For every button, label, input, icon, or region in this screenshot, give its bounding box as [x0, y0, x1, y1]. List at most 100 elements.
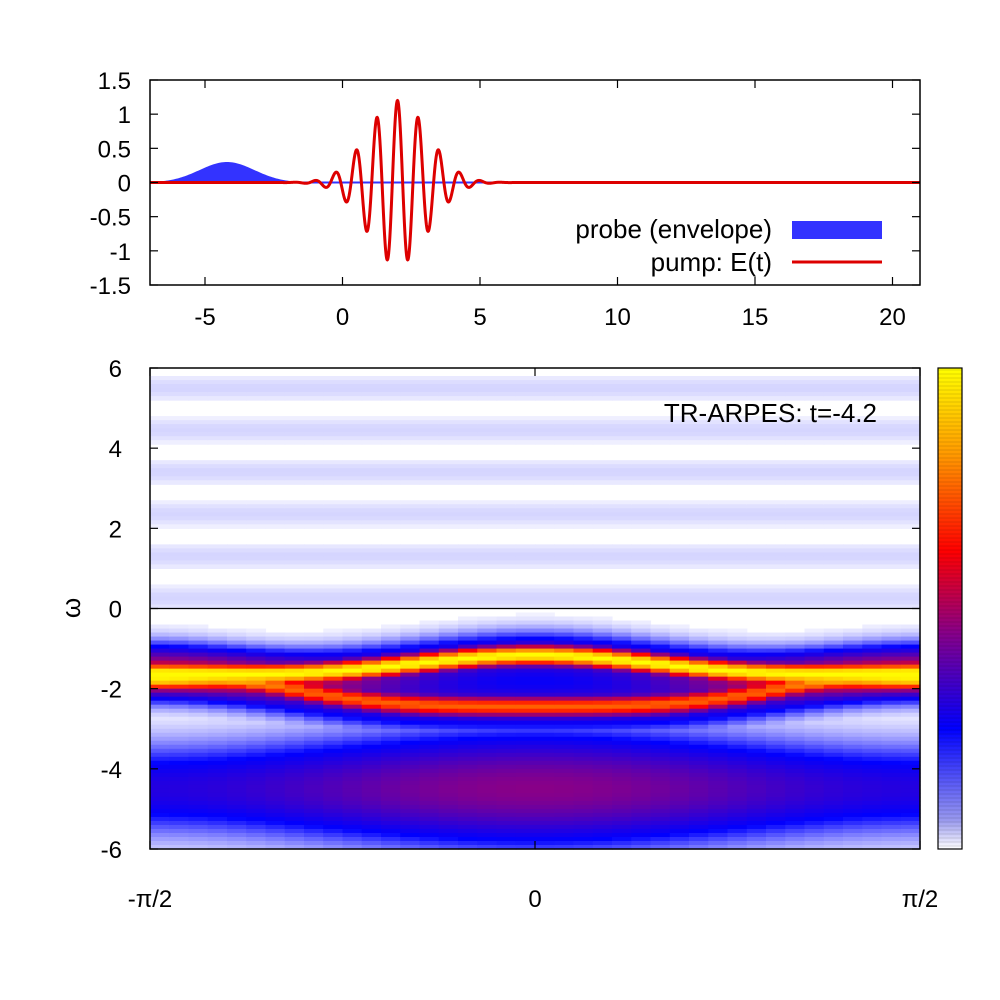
heatmap-cell: [843, 500, 863, 505]
heatmap-cell: [843, 428, 863, 433]
heatmap-cell: [304, 796, 324, 802]
heatmap-cell: [477, 700, 498, 706]
heatmap-cell: [804, 480, 825, 485]
heatmap-cell: [342, 692, 363, 698]
heatmap-cell: [438, 380, 459, 385]
heatmap-cell: [207, 840, 228, 846]
heatmap-cell: [612, 752, 632, 758]
heatmap-cell: [843, 640, 863, 646]
heatmap-cell: [419, 712, 440, 718]
heatmap-cell: [419, 724, 440, 730]
heatmap-cell: [573, 736, 594, 742]
heatmap-cell: [515, 548, 536, 553]
heatmap-cell: [592, 556, 613, 561]
heatmap-cell: [689, 520, 709, 525]
heatmap-cell: [515, 664, 536, 670]
heatmap-cell: [284, 756, 305, 762]
heatmap-cell: [746, 396, 767, 401]
heatmap-cell: [746, 768, 767, 774]
heatmap-cell: [304, 784, 324, 790]
heatmap-cell: [265, 752, 286, 758]
heatmap-cell: [612, 420, 632, 425]
heatmap-cell: [419, 592, 440, 598]
heatmap-cell: [515, 780, 536, 786]
heatmap-cell: [265, 684, 286, 690]
heatmap-cell: [246, 592, 267, 598]
heatmap-cell: [535, 436, 555, 441]
heatmap-cell: [361, 436, 382, 441]
heatmap-cell: [612, 780, 632, 786]
heatmap-cell: [573, 740, 594, 746]
heatmap-cell: [592, 480, 613, 485]
heatmap-cell: [477, 596, 498, 602]
heatmap-cell: [342, 780, 363, 786]
heatmap-cell: [458, 844, 478, 850]
heatmap-cell: [785, 548, 806, 553]
heatmap-cell: [265, 816, 286, 822]
heatmap-cell: [400, 516, 421, 521]
heatmap-cell: [727, 740, 748, 746]
heatmap-cell: [150, 656, 170, 662]
heatmap-cell: [554, 772, 575, 778]
heatmap-cell: [592, 500, 613, 505]
heatmap-cell: [746, 692, 767, 698]
heatmap-cell: [169, 556, 190, 561]
heatmap-cell: [477, 644, 498, 650]
heatmap-cell: [535, 652, 555, 658]
heatmap-cell: [535, 596, 555, 602]
heatmap-cell: [900, 600, 921, 606]
heatmap-cell: [265, 592, 286, 598]
heatmap-cell: [304, 744, 324, 750]
heatmap-cell: [227, 680, 247, 686]
heatmap-cell: [573, 844, 594, 850]
heatmap-cell: [535, 792, 555, 798]
heatmap-cell: [284, 556, 305, 561]
heatmap-cell: [554, 812, 575, 818]
heatmap-cell: [843, 556, 863, 561]
heatmap-cell: [477, 628, 498, 634]
heatmap-cell: [669, 648, 690, 654]
heatmap-cell: [400, 624, 421, 630]
heatmap-cell: [573, 624, 594, 630]
heatmap-cell: [631, 384, 652, 389]
heatmap-cell: [573, 424, 594, 429]
heatmap-cell: [766, 524, 786, 529]
heatmap-cell: [169, 728, 190, 734]
heatmap-cell: [169, 460, 190, 465]
heatmap-cell: [246, 696, 267, 702]
heatmap-cell: [669, 672, 690, 678]
heatmap-cell: [361, 656, 382, 662]
heatmap-cell: [227, 380, 247, 385]
heatmap-cell: [246, 776, 267, 782]
heatmap-cell: [592, 780, 613, 786]
heatmap-cell: [400, 648, 421, 654]
heatmap-cell: [265, 564, 286, 570]
heatmap-cell: [438, 604, 459, 610]
heatmap-cell: [862, 640, 883, 646]
heatmap-cell: [515, 600, 536, 606]
heatmap-cell: [612, 768, 632, 774]
heatmap-cell: [862, 840, 883, 846]
heatmap-cell: [342, 600, 363, 606]
heatmap-cell: [612, 436, 632, 441]
heatmap-cell: [361, 832, 382, 838]
heatmap-cell: [458, 560, 478, 566]
heatmap-cell: [785, 424, 806, 429]
heatmap-cell: [265, 804, 286, 810]
heatmap-cell: [207, 636, 228, 642]
heatmap-cell: [496, 684, 517, 690]
heatmap-cell: [188, 760, 209, 766]
heatmap-cell: [900, 700, 921, 706]
heatmap-cell: [766, 764, 786, 770]
heatmap-cell: [323, 464, 344, 469]
heatmap-cell: [284, 664, 305, 670]
heatmap-cell: [284, 780, 305, 786]
heatmap-cell: [881, 696, 902, 702]
heatmap-cell: [246, 504, 267, 509]
heatmap-cell: [862, 672, 883, 678]
heatmap-cell: [227, 384, 247, 389]
heatmap-cell: [766, 432, 786, 437]
heatmap-cell: [535, 612, 555, 618]
heatmap-cell: [515, 420, 536, 425]
